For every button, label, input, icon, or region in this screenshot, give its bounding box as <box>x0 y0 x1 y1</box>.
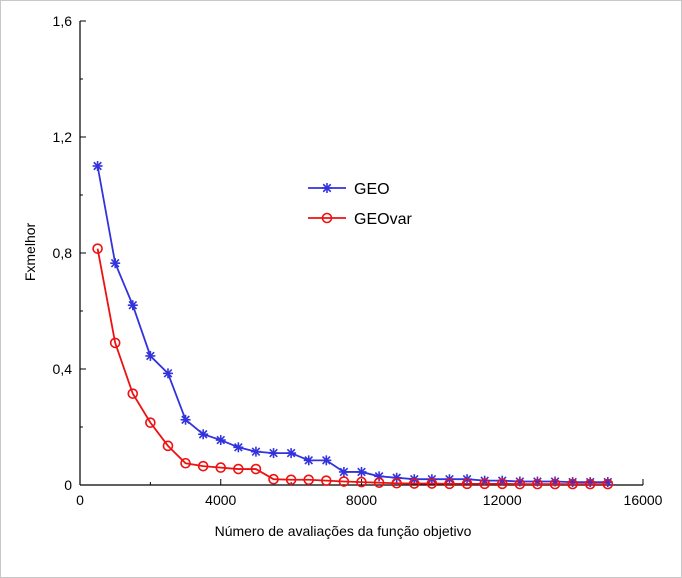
circle-marker <box>303 474 315 486</box>
asterisk-marker <box>303 455 314 466</box>
circle-marker <box>180 457 191 469</box>
circle-marker <box>461 478 473 490</box>
circle-marker <box>250 463 262 475</box>
y-tick-label: 1,2 <box>53 129 73 145</box>
asterisk-marker <box>162 368 173 379</box>
circle-marker <box>268 473 279 485</box>
asterisk-marker <box>92 161 103 171</box>
circle-marker <box>109 337 121 349</box>
series-geo <box>92 161 613 488</box>
circle-marker <box>391 477 402 489</box>
asterisk-marker <box>198 429 209 440</box>
asterisk-marker <box>233 442 244 453</box>
legend-item-geovar: GEOvar <box>308 211 412 228</box>
asterisk-marker <box>321 455 332 466</box>
circle-marker <box>584 478 596 490</box>
circle-marker <box>408 478 420 489</box>
asterisk-marker <box>268 448 279 459</box>
asterisk-marker <box>127 300 138 311</box>
asterisk-marker <box>110 258 121 269</box>
circle-marker <box>233 463 244 475</box>
asterisk-marker <box>286 448 297 459</box>
circle-marker <box>514 478 526 490</box>
asterisk-marker <box>145 350 156 361</box>
circle-marker <box>197 460 209 472</box>
circle-marker <box>549 478 561 490</box>
legend-label: GEOvar <box>354 211 412 228</box>
asterisk-marker <box>356 466 367 477</box>
circle-marker <box>338 476 350 487</box>
asterisk-marker <box>215 435 226 446</box>
circle-marker <box>285 474 297 486</box>
circle-marker <box>444 478 455 490</box>
legend-label: GEO <box>354 181 390 198</box>
asterisk-marker <box>250 446 261 457</box>
legend: GEO GEOvar <box>308 181 412 228</box>
x-tick-label: 0 <box>76 492 84 508</box>
circle-marker <box>162 440 174 452</box>
legend-item-geo: GEO <box>308 181 390 198</box>
circle-marker <box>215 462 227 473</box>
asterisk-marker <box>391 472 402 483</box>
x-tick-label: 8000 <box>346 492 377 508</box>
series-geovar <box>92 243 614 490</box>
circle-marker <box>127 388 139 399</box>
series-line-geo <box>96 165 608 484</box>
x-tick-label: 16000 <box>624 492 663 508</box>
series-layer <box>92 161 614 490</box>
circle-marker <box>321 475 332 486</box>
circle-marker <box>496 478 508 490</box>
circle-marker <box>92 243 103 254</box>
circle-marker <box>426 478 438 489</box>
asterisk-marker <box>180 414 191 425</box>
circle-marker <box>532 478 543 490</box>
y-tick-label: 0,8 <box>53 245 73 261</box>
circle-marker <box>145 417 156 428</box>
axes: 0 0,4 0,8 1,2 1,6 0 4000 8000 12000 16000 <box>53 13 663 508</box>
x-tick-label: 12000 <box>483 492 522 508</box>
asterisk-marker <box>338 466 349 477</box>
y-tick-label: 0,4 <box>53 361 73 377</box>
y-axis-title: Fxmelhor <box>22 222 38 281</box>
x-tick-label: 4000 <box>205 492 236 508</box>
circle-marker <box>321 212 333 224</box>
x-axis-title: Número de avaliações da função objetivo <box>215 523 472 539</box>
circle-marker <box>356 476 367 488</box>
series-line-geovar <box>96 248 608 486</box>
circle-marker <box>602 478 614 490</box>
y-tick-label: 1,6 <box>53 13 73 29</box>
y-tick-label: 0 <box>64 477 72 493</box>
circle-marker <box>567 478 578 490</box>
circle-marker <box>479 478 490 490</box>
asterisk-marker <box>322 183 332 193</box>
circle-marker <box>373 477 385 488</box>
